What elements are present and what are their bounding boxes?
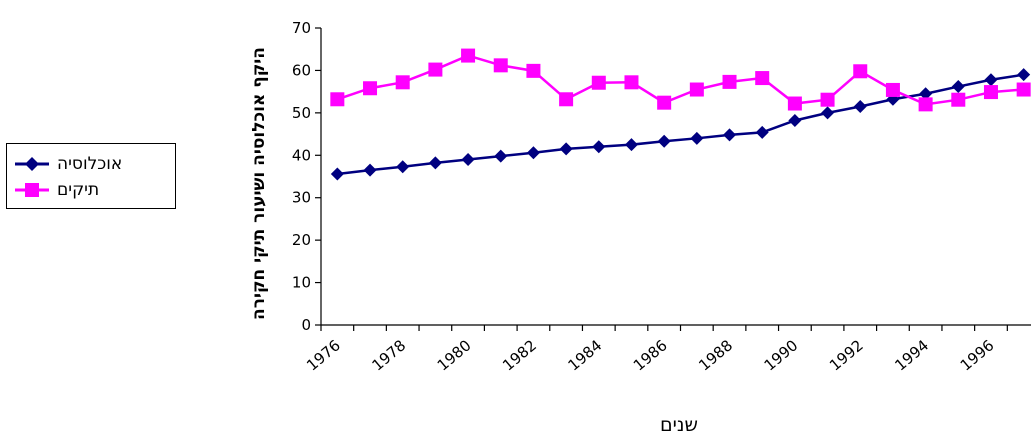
data-point — [919, 87, 933, 101]
data-point — [330, 92, 345, 107]
data-point — [1017, 68, 1031, 82]
data-point — [526, 146, 540, 160]
data-point — [330, 167, 344, 181]
data-point — [689, 82, 704, 97]
data-point — [853, 99, 867, 113]
axis-labels: היקף אוכלוסיה ושיעור תיקי חקירה שנים — [249, 47, 698, 436]
data-point — [951, 92, 966, 107]
x-tick-label: 1986 — [630, 336, 671, 374]
y-tick-label: 70 — [292, 19, 311, 37]
legend: אוכלוסיה תיקים — [6, 143, 176, 209]
data-point — [1016, 82, 1031, 97]
data-point — [363, 163, 377, 177]
data-point — [984, 73, 998, 87]
data-point — [494, 149, 508, 163]
x-tick-label: 1992 — [826, 336, 867, 374]
data-point — [787, 96, 802, 111]
data-point — [788, 113, 802, 127]
y-tick-label: 20 — [292, 231, 311, 249]
data-point — [723, 128, 737, 142]
series-population — [330, 68, 1031, 181]
data-point — [918, 97, 933, 112]
x-tick-label: 1996 — [957, 336, 998, 374]
data-point — [951, 80, 965, 94]
data-point — [755, 125, 769, 139]
data-point — [428, 62, 443, 77]
data-point — [722, 74, 737, 89]
data-point — [395, 75, 410, 90]
y-tick-label: 60 — [292, 61, 311, 79]
data-point — [461, 153, 475, 167]
x-tick-label: 1976 — [303, 336, 344, 374]
x-tick-label: 1980 — [434, 336, 475, 374]
legend-label-population: אוכלוסיה — [57, 154, 123, 174]
legend-item-population: אוכלוסיה — [7, 152, 175, 176]
x-axis-title: שנים — [660, 414, 698, 436]
x-tick-label: 1994 — [891, 336, 932, 374]
data-point — [363, 81, 378, 96]
series-layer — [330, 48, 1031, 181]
data-point — [624, 138, 638, 152]
x-tick-label: 1982 — [499, 336, 540, 374]
data-point — [624, 75, 639, 90]
diamond-marker-icon — [15, 157, 49, 171]
data-point — [396, 160, 410, 174]
data-point — [657, 95, 672, 110]
x-tick-label: 1990 — [761, 336, 802, 374]
axes: 0 10 20 30 40 50 60 70 1976 1978 1980 1982 1984 1986 1… — [292, 19, 1031, 375]
data-point — [461, 48, 476, 63]
x-tick-label: 1978 — [368, 336, 409, 374]
legend-item-cases: תיקים — [7, 178, 175, 202]
data-point — [983, 85, 998, 100]
x-tick-label: 1988 — [695, 336, 736, 374]
y-tick-label: 50 — [292, 104, 311, 122]
series-line — [337, 73, 1024, 176]
data-point — [885, 82, 900, 97]
legend-label-cases: תיקים — [57, 180, 100, 200]
data-point — [820, 92, 835, 107]
y-tick-label: 0 — [301, 316, 311, 334]
data-point — [690, 131, 704, 145]
data-point — [821, 106, 835, 120]
square-marker-icon — [15, 183, 49, 197]
y-tick-label: 40 — [292, 146, 311, 164]
data-point — [755, 71, 770, 86]
y-tick-label: 30 — [292, 189, 311, 207]
data-point — [657, 134, 671, 148]
y-axis-title: היקף אוכלוסיה ושיעור תיקי חקירה — [249, 47, 269, 320]
x-tick-label: 1984 — [565, 336, 606, 374]
y-tick-label: 10 — [292, 274, 311, 292]
data-point — [493, 58, 508, 73]
data-point — [853, 64, 868, 79]
series-line — [336, 54, 1024, 106]
data-point — [592, 140, 606, 154]
data-point — [428, 156, 442, 170]
data-point — [559, 92, 574, 107]
data-point — [559, 142, 573, 156]
series-cases — [330, 48, 1031, 112]
data-point — [526, 63, 541, 78]
data-point — [591, 75, 606, 90]
